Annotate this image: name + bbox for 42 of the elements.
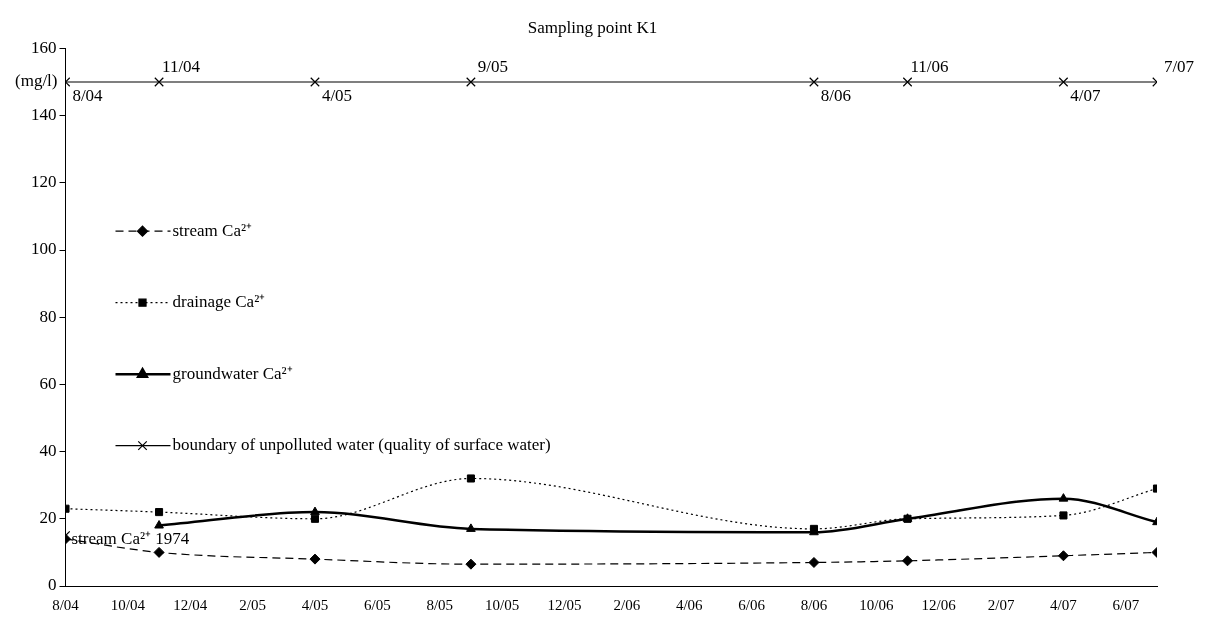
y-tick-label: 120 [31, 172, 57, 192]
annotation: 7/07 [1163, 56, 1195, 76]
x-tick-label: 4/06 [675, 596, 704, 613]
legend-label: drainage Ca²⁺ [172, 292, 266, 312]
annotation: 4/07 [1070, 85, 1102, 105]
x-tick-label: 8/06 [800, 596, 828, 613]
x-tick-label: 10/06 [859, 596, 894, 613]
annotation: 8/04 [72, 85, 104, 105]
x-tick-label: 12/04 [173, 596, 208, 613]
annotation: 8/06 [820, 85, 852, 105]
x-tick-label: 10/04 [110, 596, 146, 613]
x-tick-label: 10/05 [485, 596, 520, 613]
annotation: 4/05 [321, 85, 353, 105]
x-tick-label: 12/06 [921, 596, 957, 613]
annotation: 9/05 [477, 56, 509, 76]
y-tick-label: 0 [48, 575, 57, 595]
x-tick-label: 6/07 [1112, 596, 1140, 613]
x-tick-label: 6/06 [738, 596, 766, 613]
legend-label: groundwater Ca²⁺ [172, 363, 293, 383]
series-label: stream Ca²⁺ 1974 [71, 529, 190, 549]
legend-label: boundary of unpolluted water (quality of surface water) [172, 435, 551, 455]
x-tick-label: 8/04 [52, 596, 80, 613]
annotation: 11/06 [910, 56, 949, 76]
x-tick-label: 2/05 [239, 596, 266, 613]
y-tick-label: 20 [39, 508, 57, 528]
chart-title: Sampling point K1 [527, 17, 658, 37]
x-tick-label: 8/05 [426, 596, 454, 613]
y-axis-title: (mg/l) [15, 71, 58, 91]
legend-label: stream Ca²⁺ [172, 220, 253, 240]
x-tick-label: 4/05 [301, 596, 329, 613]
y-tick-label: 100 [31, 239, 57, 259]
annotation: 11/04 [162, 56, 201, 76]
y-tick-label: 160 [31, 37, 57, 57]
x-tick-label: 2/07 [987, 596, 1015, 613]
x-tick-label: 2/06 [613, 596, 641, 613]
y-tick-label: 140 [31, 105, 57, 125]
x-tick-label: 12/05 [547, 596, 582, 613]
y-tick-label: 60 [39, 373, 57, 393]
y-tick-label: 80 [39, 306, 57, 326]
y-tick-label: 40 [39, 441, 57, 461]
x-tick-label: 4/07 [1050, 596, 1078, 613]
x-tick-label: 6/05 [364, 596, 391, 613]
